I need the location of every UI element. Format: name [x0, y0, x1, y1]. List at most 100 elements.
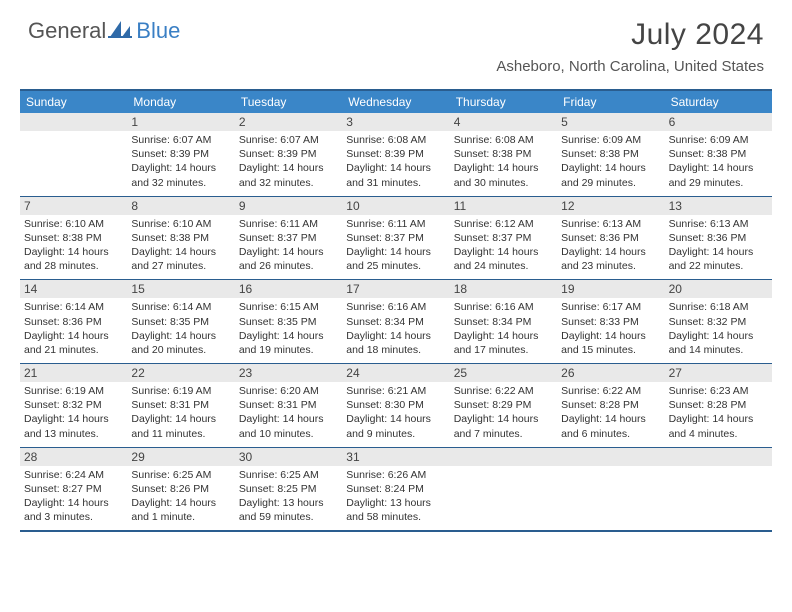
sunrise-text: Sunrise: 6:19 AM	[131, 384, 230, 398]
sunset-text: Sunset: 8:30 PM	[346, 398, 445, 412]
daylight-text: Daylight: 14 hours and 32 minutes.	[131, 161, 230, 189]
day-body: Sunrise: 6:13 AMSunset: 8:36 PMDaylight:…	[557, 215, 664, 280]
day-body: Sunrise: 6:18 AMSunset: 8:32 PMDaylight:…	[665, 298, 772, 363]
sunset-text: Sunset: 8:36 PM	[561, 231, 660, 245]
day-body: Sunrise: 6:11 AMSunset: 8:37 PMDaylight:…	[342, 215, 449, 280]
title-block: July 2024 Asheboro, North Carolina, Unit…	[496, 18, 764, 75]
sunrise-text: Sunrise: 6:09 AM	[669, 133, 768, 147]
day-header-cell: Tuesday	[235, 91, 342, 113]
day-cell: 5Sunrise: 6:09 AMSunset: 8:38 PMDaylight…	[557, 113, 664, 196]
sunset-text: Sunset: 8:38 PM	[454, 147, 553, 161]
day-cell: 7Sunrise: 6:10 AMSunset: 8:38 PMDaylight…	[20, 197, 127, 280]
day-cell: 18Sunrise: 6:16 AMSunset: 8:34 PMDayligh…	[450, 280, 557, 363]
day-cell: 10Sunrise: 6:11 AMSunset: 8:37 PMDayligh…	[342, 197, 449, 280]
day-cell: 25Sunrise: 6:22 AMSunset: 8:29 PMDayligh…	[450, 364, 557, 447]
sunrise-text: Sunrise: 6:11 AM	[346, 217, 445, 231]
day-number	[450, 448, 557, 466]
day-body	[450, 466, 557, 528]
week-row: 1Sunrise: 6:07 AMSunset: 8:39 PMDaylight…	[20, 113, 772, 197]
day-body: Sunrise: 6:09 AMSunset: 8:38 PMDaylight:…	[557, 131, 664, 196]
day-number: 7	[20, 197, 127, 215]
sunset-text: Sunset: 8:35 PM	[239, 315, 338, 329]
daylight-text: Daylight: 14 hours and 10 minutes.	[239, 412, 338, 440]
month-title: July 2024	[496, 18, 764, 52]
sunrise-text: Sunrise: 6:16 AM	[346, 300, 445, 314]
day-body: Sunrise: 6:11 AMSunset: 8:37 PMDaylight:…	[235, 215, 342, 280]
day-cell: 24Sunrise: 6:21 AMSunset: 8:30 PMDayligh…	[342, 364, 449, 447]
sunset-text: Sunset: 8:28 PM	[561, 398, 660, 412]
day-header-row: SundayMondayTuesdayWednesdayThursdayFrid…	[20, 91, 772, 113]
day-body: Sunrise: 6:08 AMSunset: 8:39 PMDaylight:…	[342, 131, 449, 196]
sunrise-text: Sunrise: 6:09 AM	[561, 133, 660, 147]
day-cell	[665, 448, 772, 531]
day-number: 13	[665, 197, 772, 215]
sunset-text: Sunset: 8:34 PM	[454, 315, 553, 329]
day-cell: 19Sunrise: 6:17 AMSunset: 8:33 PMDayligh…	[557, 280, 664, 363]
sunset-text: Sunset: 8:36 PM	[669, 231, 768, 245]
sunrise-text: Sunrise: 6:13 AM	[561, 217, 660, 231]
daylight-text: Daylight: 13 hours and 58 minutes.	[346, 496, 445, 524]
sunrise-text: Sunrise: 6:17 AM	[561, 300, 660, 314]
sunrise-text: Sunrise: 6:14 AM	[131, 300, 230, 314]
sunrise-text: Sunrise: 6:15 AM	[239, 300, 338, 314]
sunset-text: Sunset: 8:31 PM	[239, 398, 338, 412]
day-body: Sunrise: 6:25 AMSunset: 8:25 PMDaylight:…	[235, 466, 342, 531]
daylight-text: Daylight: 14 hours and 27 minutes.	[131, 245, 230, 273]
sunrise-text: Sunrise: 6:24 AM	[24, 468, 123, 482]
day-number	[557, 448, 664, 466]
sunset-text: Sunset: 8:38 PM	[131, 231, 230, 245]
day-cell	[557, 448, 664, 531]
daylight-text: Daylight: 14 hours and 20 minutes.	[131, 329, 230, 357]
sunset-text: Sunset: 8:32 PM	[24, 398, 123, 412]
location-subtitle: Asheboro, North Carolina, United States	[496, 58, 764, 75]
day-body: Sunrise: 6:10 AMSunset: 8:38 PMDaylight:…	[127, 215, 234, 280]
day-body: Sunrise: 6:15 AMSunset: 8:35 PMDaylight:…	[235, 298, 342, 363]
day-body: Sunrise: 6:13 AMSunset: 8:36 PMDaylight:…	[665, 215, 772, 280]
day-body: Sunrise: 6:14 AMSunset: 8:36 PMDaylight:…	[20, 298, 127, 363]
day-number: 22	[127, 364, 234, 382]
day-number: 10	[342, 197, 449, 215]
day-number: 17	[342, 280, 449, 298]
day-cell: 31Sunrise: 6:26 AMSunset: 8:24 PMDayligh…	[342, 448, 449, 531]
day-body: Sunrise: 6:17 AMSunset: 8:33 PMDaylight:…	[557, 298, 664, 363]
sunset-text: Sunset: 8:33 PM	[561, 315, 660, 329]
day-cell: 11Sunrise: 6:12 AMSunset: 8:37 PMDayligh…	[450, 197, 557, 280]
day-number: 18	[450, 280, 557, 298]
daylight-text: Daylight: 14 hours and 31 minutes.	[346, 161, 445, 189]
day-cell: 3Sunrise: 6:08 AMSunset: 8:39 PMDaylight…	[342, 113, 449, 196]
day-body: Sunrise: 6:22 AMSunset: 8:28 PMDaylight:…	[557, 382, 664, 447]
day-cell: 6Sunrise: 6:09 AMSunset: 8:38 PMDaylight…	[665, 113, 772, 196]
day-cell: 22Sunrise: 6:19 AMSunset: 8:31 PMDayligh…	[127, 364, 234, 447]
sunset-text: Sunset: 8:34 PM	[346, 315, 445, 329]
sunrise-text: Sunrise: 6:25 AM	[131, 468, 230, 482]
daylight-text: Daylight: 14 hours and 22 minutes.	[669, 245, 768, 273]
day-cell: 28Sunrise: 6:24 AMSunset: 8:27 PMDayligh…	[20, 448, 127, 531]
day-cell: 12Sunrise: 6:13 AMSunset: 8:36 PMDayligh…	[557, 197, 664, 280]
sunset-text: Sunset: 8:24 PM	[346, 482, 445, 496]
day-cell: 9Sunrise: 6:11 AMSunset: 8:37 PMDaylight…	[235, 197, 342, 280]
day-cell: 20Sunrise: 6:18 AMSunset: 8:32 PMDayligh…	[665, 280, 772, 363]
day-body: Sunrise: 6:26 AMSunset: 8:24 PMDaylight:…	[342, 466, 449, 531]
daylight-text: Daylight: 14 hours and 13 minutes.	[24, 412, 123, 440]
day-body: Sunrise: 6:24 AMSunset: 8:27 PMDaylight:…	[20, 466, 127, 531]
daylight-text: Daylight: 14 hours and 25 minutes.	[346, 245, 445, 273]
sunset-text: Sunset: 8:37 PM	[346, 231, 445, 245]
sunrise-text: Sunrise: 6:11 AM	[239, 217, 338, 231]
day-body: Sunrise: 6:16 AMSunset: 8:34 PMDaylight:…	[450, 298, 557, 363]
daylight-text: Daylight: 14 hours and 21 minutes.	[24, 329, 123, 357]
day-number: 25	[450, 364, 557, 382]
sunrise-text: Sunrise: 6:07 AM	[131, 133, 230, 147]
sunset-text: Sunset: 8:29 PM	[454, 398, 553, 412]
day-number: 14	[20, 280, 127, 298]
day-header-cell: Saturday	[665, 91, 772, 113]
sunrise-text: Sunrise: 6:20 AM	[239, 384, 338, 398]
day-cell: 17Sunrise: 6:16 AMSunset: 8:34 PMDayligh…	[342, 280, 449, 363]
day-cell: 30Sunrise: 6:25 AMSunset: 8:25 PMDayligh…	[235, 448, 342, 531]
day-number: 12	[557, 197, 664, 215]
day-number: 29	[127, 448, 234, 466]
day-cell: 27Sunrise: 6:23 AMSunset: 8:28 PMDayligh…	[665, 364, 772, 447]
sunrise-text: Sunrise: 6:14 AM	[24, 300, 123, 314]
day-number: 28	[20, 448, 127, 466]
day-cell: 4Sunrise: 6:08 AMSunset: 8:38 PMDaylight…	[450, 113, 557, 196]
day-cell	[450, 448, 557, 531]
